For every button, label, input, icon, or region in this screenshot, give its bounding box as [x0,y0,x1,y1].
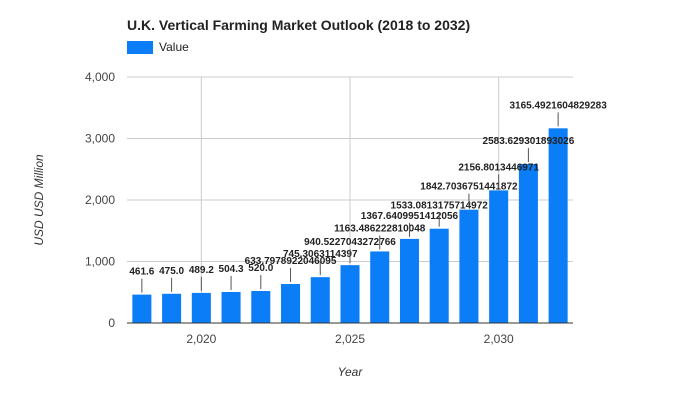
bar [459,209,479,323]
bar [132,294,152,323]
y-axis-title: USD USD Million [32,154,46,246]
data-label: 2583.629301893026 [483,136,575,147]
chart-title: U.K. Vertical Farming Market Outlook (20… [127,17,471,33]
x-axis-title: Year [338,365,364,379]
data-label: 1367.6409951412056 [361,211,459,222]
data-label: 1533.0813175714972 [391,201,489,212]
data-label: 520.0 [248,263,273,274]
bar-layer [132,128,568,323]
bar [429,228,449,323]
data-label: 504.3 [219,264,244,275]
y-tick-label: 3,000 [85,132,115,146]
data-label: 1842.7036751441872 [420,182,518,193]
y-tick-label: 4,000 [85,70,115,84]
data-label: 1163.486222810048 [334,223,426,234]
data-label: 3165.4921604829283 [509,100,607,111]
data-label: 2156.8013446971 [458,162,539,173]
bar [370,251,390,323]
bar [518,164,538,323]
data-label: 461.6 [129,267,154,278]
bar [489,190,509,323]
data-label: 489.2 [189,265,214,276]
data-label: 633.7978922046095 [245,256,337,267]
y-tick-label: 0 [108,316,115,330]
legend-label: Value [159,40,189,54]
legend: Value [127,40,189,54]
data-label: 475.0 [159,266,184,277]
legend-swatch [127,40,153,54]
bar [191,292,211,323]
data-label-layer: 461.6 475.0 489.2 504.3 520.0633.79789220460… [129,100,607,293]
y-tick-label: 1,000 [85,255,115,269]
data-label: 745.3063114397 [283,249,358,260]
x-tick-label: 2,020 [186,332,216,346]
bar [162,293,182,323]
data-label: 940.5227043272766 [304,237,396,248]
axis-layer: 0 1,000 2,000 3,000 4,000 2,020 2,025 2,030 [85,70,573,346]
bar [281,284,301,323]
y-tick-label: 2,000 [85,193,115,207]
bar [548,128,568,323]
bar [399,238,419,323]
bar [310,277,330,323]
bar [221,291,241,323]
bar [251,291,271,323]
x-tick-label: 2,025 [335,332,365,346]
bar [340,265,360,323]
x-tick-label: 2,030 [484,332,514,346]
